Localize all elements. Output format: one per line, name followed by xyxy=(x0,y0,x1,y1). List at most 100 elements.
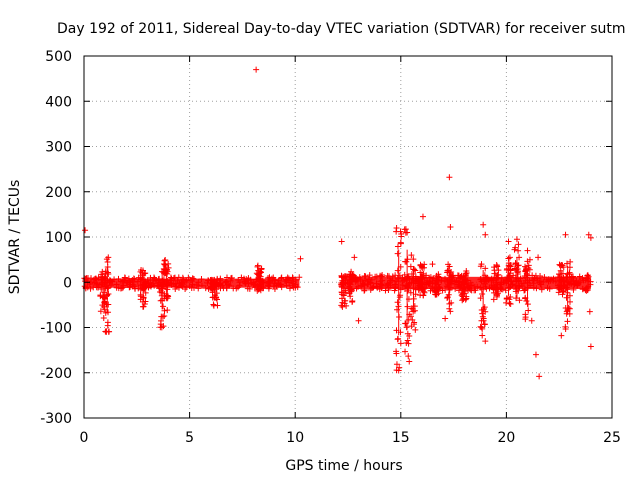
x-tick-label: 15 xyxy=(392,430,410,446)
spike-point xyxy=(490,296,497,303)
band-point xyxy=(265,283,272,290)
outlier-point xyxy=(587,234,594,241)
band-point xyxy=(134,278,141,285)
band-point xyxy=(544,284,551,291)
band-point xyxy=(242,280,249,287)
spike-point xyxy=(445,291,452,298)
band-point xyxy=(367,286,374,293)
spike-point xyxy=(432,280,439,287)
outlier-point xyxy=(429,261,436,268)
spike-point xyxy=(516,297,523,304)
spike-point xyxy=(493,262,500,269)
y-tick-label: 300 xyxy=(45,140,72,156)
spike-point xyxy=(394,299,401,306)
data-points xyxy=(81,66,594,380)
spike-point xyxy=(407,289,414,296)
spike-point xyxy=(396,294,403,301)
band-point xyxy=(131,275,138,282)
spike-point xyxy=(523,270,530,277)
spike-point xyxy=(210,294,217,301)
outlier-point xyxy=(338,238,345,245)
y-tick-label: 0 xyxy=(63,275,72,291)
spike-point xyxy=(503,295,510,302)
y-tick-label: 200 xyxy=(45,185,72,201)
band-point xyxy=(385,284,392,291)
x-tick-label: 20 xyxy=(497,430,515,446)
spike-point xyxy=(521,287,528,294)
spike-point xyxy=(564,318,571,325)
band-point xyxy=(92,275,99,282)
axis-ticks: -300 -200 -100 0 100 200 300 400 500 0 5 10 15 20 25 xyxy=(40,49,621,446)
spike-point xyxy=(523,274,530,281)
outlier-point xyxy=(482,338,489,345)
outlier-point xyxy=(406,358,413,365)
band-point xyxy=(230,285,237,292)
band-point xyxy=(172,280,179,287)
spike-point xyxy=(161,257,168,264)
spike-point xyxy=(504,274,511,281)
band-point xyxy=(296,274,303,281)
band-point xyxy=(541,274,548,281)
spike-point xyxy=(405,353,412,360)
outlier-point xyxy=(480,221,487,228)
spike-point xyxy=(105,284,112,291)
spike-point xyxy=(447,308,454,315)
band-point xyxy=(571,281,578,288)
y-tick-label: 100 xyxy=(45,230,72,246)
band-point xyxy=(108,282,115,289)
band-point xyxy=(174,277,181,284)
spike-point xyxy=(164,307,171,314)
outlier-point xyxy=(587,343,594,350)
band-point xyxy=(391,282,398,289)
spike-point xyxy=(481,321,488,328)
band-point xyxy=(191,276,198,283)
outlier-point xyxy=(419,213,426,220)
band-point xyxy=(198,282,205,289)
band-point xyxy=(202,285,209,292)
band-point xyxy=(171,274,178,281)
outlier-point xyxy=(408,252,415,259)
y-tick-label: -300 xyxy=(40,411,72,427)
spike-point xyxy=(417,273,424,280)
spike-point xyxy=(104,264,111,271)
spike-point xyxy=(257,268,264,275)
spike-point xyxy=(460,290,467,297)
band-point xyxy=(530,280,537,287)
spike-point xyxy=(563,294,570,301)
spike-point xyxy=(563,274,570,281)
band-point xyxy=(550,275,557,282)
spike-point xyxy=(494,292,501,299)
band-point xyxy=(386,273,393,280)
spike-point xyxy=(397,228,404,235)
band-point xyxy=(282,278,289,285)
band-point xyxy=(195,285,202,292)
outlier-point xyxy=(532,351,539,358)
outlier-point xyxy=(566,310,573,317)
outlier-point xyxy=(393,224,400,231)
y-tick-label: 500 xyxy=(45,49,72,65)
spike-point xyxy=(458,282,465,289)
band-point xyxy=(569,274,576,281)
band-point xyxy=(266,279,273,286)
band-point xyxy=(365,276,372,283)
spike-point xyxy=(160,265,167,272)
spike-point xyxy=(555,289,562,296)
spike-point xyxy=(338,281,345,288)
spike-point xyxy=(446,305,453,312)
band-point xyxy=(379,282,386,289)
band-point xyxy=(217,280,224,287)
x-tick-label: 10 xyxy=(286,430,304,446)
outlier-point xyxy=(535,254,542,261)
spike-point xyxy=(394,243,401,250)
band-point xyxy=(271,286,278,293)
band-point xyxy=(537,273,544,280)
spike-point xyxy=(137,291,144,298)
spike-point xyxy=(140,294,147,301)
spike-point xyxy=(506,284,513,291)
spike-point xyxy=(435,290,442,297)
spike-point xyxy=(479,291,486,298)
band-point xyxy=(205,285,212,292)
spike-point xyxy=(417,262,424,269)
band-point xyxy=(378,273,385,280)
